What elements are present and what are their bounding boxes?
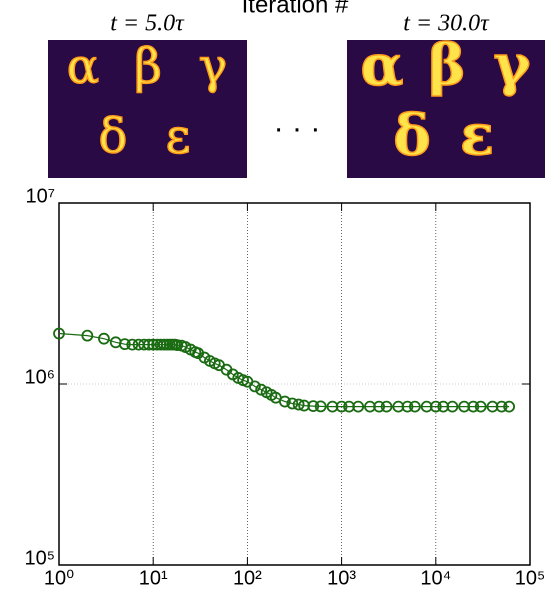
y-tick-label: 10⁶	[25, 366, 55, 388]
x-tick-label: 10³	[327, 567, 356, 585]
x-tick-label: 10⁵	[515, 567, 546, 585]
chart-title: Iteration #	[242, 0, 349, 18]
panel-letter: α	[360, 33, 403, 99]
ellipsis: · · ·	[274, 112, 321, 145]
panel-letter: δ	[99, 109, 128, 165]
x-tick-label: 10¹	[139, 567, 168, 585]
panel-letter: γ	[199, 39, 228, 95]
panel-letter: ε	[460, 103, 494, 169]
panel-letter: β	[134, 39, 162, 95]
plot-frame	[59, 203, 530, 565]
y-tick-label: 10⁷	[26, 185, 55, 207]
panel-letter: ε	[166, 109, 191, 165]
x-tick-label: 10⁰	[44, 567, 74, 585]
panel-letter: α	[67, 39, 99, 95]
figure: Iteration # · · · t = 5.0ταβγδεt = 30.0τ…	[0, 0, 555, 585]
panel-letter: γ	[494, 33, 532, 99]
x-tick-label: 10²	[233, 567, 262, 585]
panel-label: t = 5.0τ	[110, 11, 185, 37]
x-tick-label: 10⁴	[420, 567, 451, 585]
panel-letter: β	[428, 33, 465, 99]
y-tick-label: 10⁵	[24, 547, 55, 569]
panel-letter: δ	[393, 103, 430, 169]
